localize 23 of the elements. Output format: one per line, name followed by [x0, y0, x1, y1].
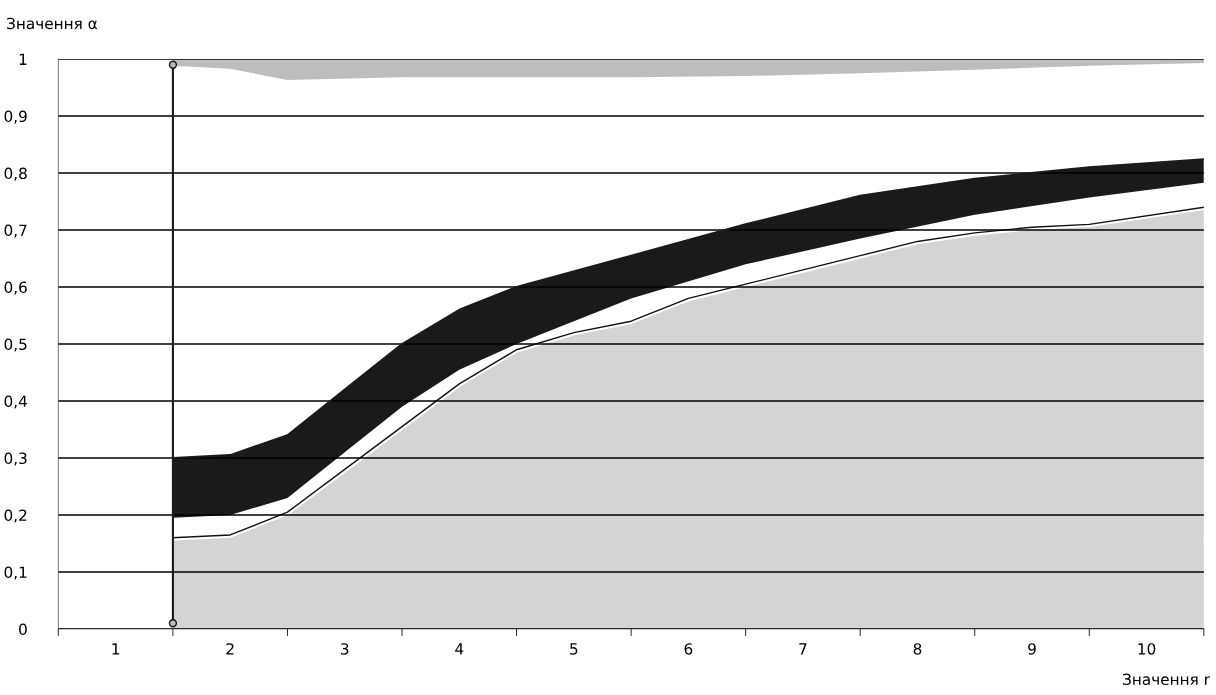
y-tick-label: 1	[19, 53, 27, 65]
y-tick-label: 0,5	[4, 338, 27, 352]
x-tick-label: 9	[1028, 643, 1036, 655]
x-tick-label: 10	[1138, 643, 1156, 655]
y-tick-label: 0	[19, 623, 27, 635]
x-axis-title: Значення r	[1123, 673, 1210, 686]
x-tick-label: 6	[684, 643, 693, 655]
y-tick-label: 0,2	[4, 509, 27, 523]
y-tick-label: 0,6	[4, 281, 27, 295]
x-tick-label: 8	[913, 643, 922, 655]
x-tick-label: 2	[226, 643, 234, 655]
x-tick-label: 5	[570, 643, 578, 655]
x-tick-label: 4	[455, 643, 464, 655]
y-tick-label: 0,4	[4, 395, 27, 409]
y-tick-label: 0,3	[4, 452, 27, 466]
y-tick-label: 0,9	[4, 110, 27, 124]
x-tick-label: 7	[799, 643, 807, 655]
y-axis-title: Значення α	[7, 17, 98, 30]
x-tick-label: 1	[112, 643, 120, 655]
y-tick-label: 0,7	[4, 224, 27, 238]
x-tick-label: 3	[341, 643, 349, 655]
y-tick-label: 0,1	[4, 566, 27, 580]
y-tick-label: 0,8	[4, 167, 27, 181]
